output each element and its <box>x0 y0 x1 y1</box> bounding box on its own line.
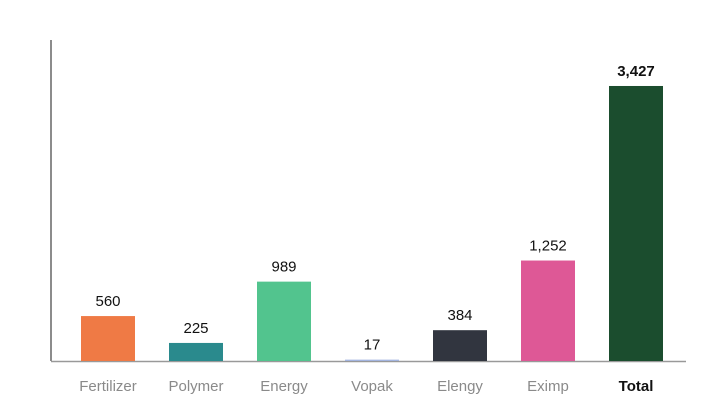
bar <box>257 281 311 361</box>
value-label: 560 <box>95 293 120 310</box>
x-tick-label: Eximp <box>527 378 569 395</box>
bar <box>433 330 487 361</box>
x-tick-label: Polymer <box>168 378 223 395</box>
value-label: 225 <box>183 320 208 337</box>
bar <box>169 342 223 361</box>
x-tick-label: Fertilizer <box>79 378 137 395</box>
bar <box>521 260 575 361</box>
value-label: 989 <box>271 259 296 276</box>
x-tick-label: Energy <box>260 378 308 395</box>
value-label: 384 <box>447 307 472 324</box>
x-tick-label: Elengy <box>437 378 483 395</box>
value-label: 3,427 <box>617 63 655 80</box>
bar <box>345 359 399 361</box>
x-tick-label: Vopak <box>351 378 393 395</box>
bar <box>609 85 663 362</box>
value-label: 1,252 <box>529 237 567 254</box>
bar <box>81 316 135 361</box>
x-tick-label: Total <box>619 378 654 395</box>
value-label: 17 <box>364 337 381 354</box>
